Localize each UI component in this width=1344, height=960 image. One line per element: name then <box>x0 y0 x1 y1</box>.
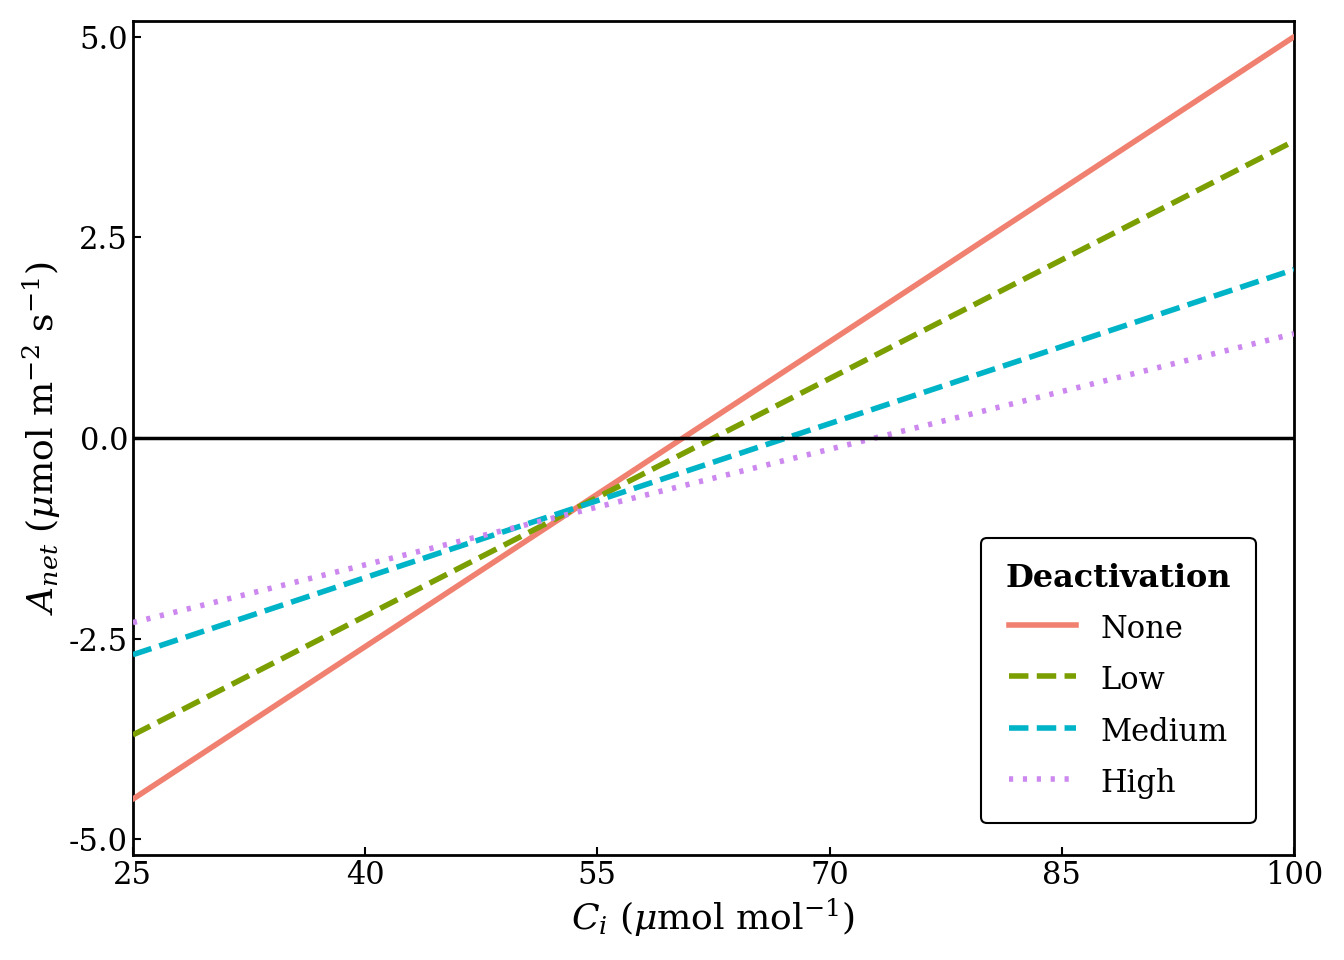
Legend: None, Low, Medium, High: None, Low, Medium, High <box>981 539 1255 824</box>
Y-axis label: $A_{net}$ ($\mu$mol m$^{-2}$ s$^{-1}$): $A_{net}$ ($\mu$mol m$^{-2}$ s$^{-1}$) <box>22 261 63 615</box>
X-axis label: $C_i$ ($\mu$mol mol$^{-1}$): $C_i$ ($\mu$mol mol$^{-1}$) <box>571 897 856 939</box>
